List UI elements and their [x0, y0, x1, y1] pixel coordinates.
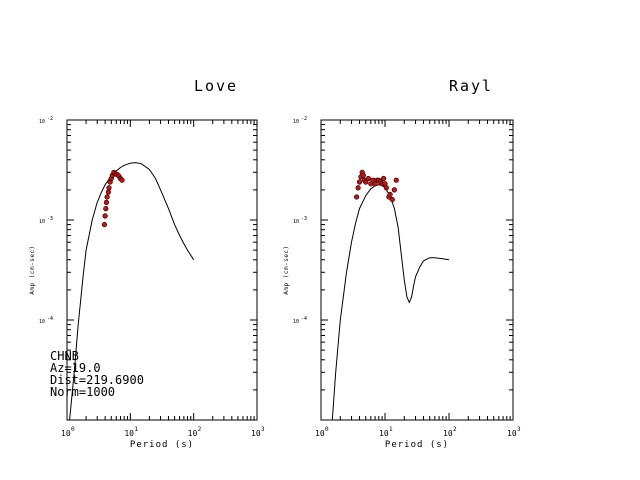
rayl-x-tick-exp-1: 1 [389, 426, 393, 433]
distance-label: Dist=219.6900 [50, 373, 144, 387]
rayl-x-tick-label-3: 10 [507, 429, 517, 438]
rayl-observed-point [387, 191, 393, 198]
rayl-title: Rayl [449, 77, 493, 95]
love-x-label: Period (s) [130, 440, 194, 450]
rayl-observed-point [389, 196, 395, 203]
azimuth-label: Az=19.0 [50, 361, 101, 375]
rayl-y-tick-exp-1: -3 [301, 216, 307, 222]
love-y-tick-label-2: 10 [39, 119, 45, 125]
love-observed-point [119, 177, 125, 183]
love-y-tick-label-0: 10 [39, 319, 45, 325]
rayl-x-tick-exp-3: 3 [517, 426, 521, 433]
love-y-tick-exp-2: -2 [47, 116, 53, 122]
love-x-tick-label-0: 10 [61, 429, 71, 438]
love-x-tick-exp-1: 1 [134, 426, 138, 433]
love-y-tick-label-1: 10 [39, 219, 45, 225]
rayl-y-tick-exp-2: -2 [301, 116, 307, 122]
rayl-observed-point [365, 175, 371, 182]
rayl-observed-point [355, 185, 361, 191]
rayl-observed-point [360, 172, 367, 178]
rayl-observed-point [356, 179, 363, 185]
love-observed-point [101, 221, 108, 228]
rayl-y-tick-label-1: 10 [293, 219, 299, 225]
rayl-x-tick-exp-0: 0 [325, 426, 329, 433]
rayl-observed-point [380, 175, 387, 182]
rayl-x-tick-label-1: 10 [379, 429, 389, 438]
love-plot-frame [66, 119, 258, 421]
rayl-observed-point [393, 177, 399, 183]
rayl-plot-frame [320, 119, 514, 421]
love-title: Love [194, 77, 238, 95]
love-x-tick-label-3: 10 [251, 429, 261, 438]
love-y-tick-exp-0: -4 [47, 316, 53, 322]
love-x-tick-exp-0: 0 [71, 426, 75, 433]
love-observed-point [103, 199, 110, 205]
love-x-tick-label-1: 10 [124, 429, 134, 438]
love-x-tick-label-2: 10 [188, 429, 198, 438]
love-observed-point [105, 189, 111, 195]
rayl-x-tick-label-2: 10 [443, 429, 453, 438]
station-info: CHNB Az=19.0 Dist=219.6900 Norm=1000 [50, 349, 144, 399]
station-label: CHNB [50, 349, 79, 363]
rayl-x-label: Period (s) [385, 440, 449, 450]
love-observed-point [102, 213, 108, 219]
love-observed-point [106, 185, 112, 191]
love-observed-point [104, 194, 110, 200]
love-y-label: Amp (cm-sec) [29, 245, 36, 294]
rayl-observed-point [383, 185, 389, 191]
norm-label: Norm=1000 [50, 385, 115, 399]
rayl-observed-point [391, 187, 397, 193]
love-x-tick-exp-2: 2 [198, 426, 202, 433]
rayl-model-curve [331, 184, 450, 420]
rayl-x-tick-exp-2: 2 [453, 426, 457, 433]
rayl-y-label: Amp (cm-sec) [283, 245, 290, 294]
rayl-x-tick-label-0: 10 [315, 429, 325, 438]
rayl-y-tick-label-2: 10 [293, 119, 299, 125]
love-y-tick-exp-1: -3 [47, 216, 53, 222]
rayl-observed-point [363, 179, 369, 185]
love-x-tick-exp-3: 3 [261, 426, 265, 433]
rayl-y-tick-exp-0: -4 [301, 316, 307, 322]
love-model-curve [69, 162, 195, 420]
rayl-y-tick-label-0: 10 [293, 319, 299, 325]
love-observed-point [103, 206, 109, 212]
rayl-observed-point [354, 194, 360, 200]
